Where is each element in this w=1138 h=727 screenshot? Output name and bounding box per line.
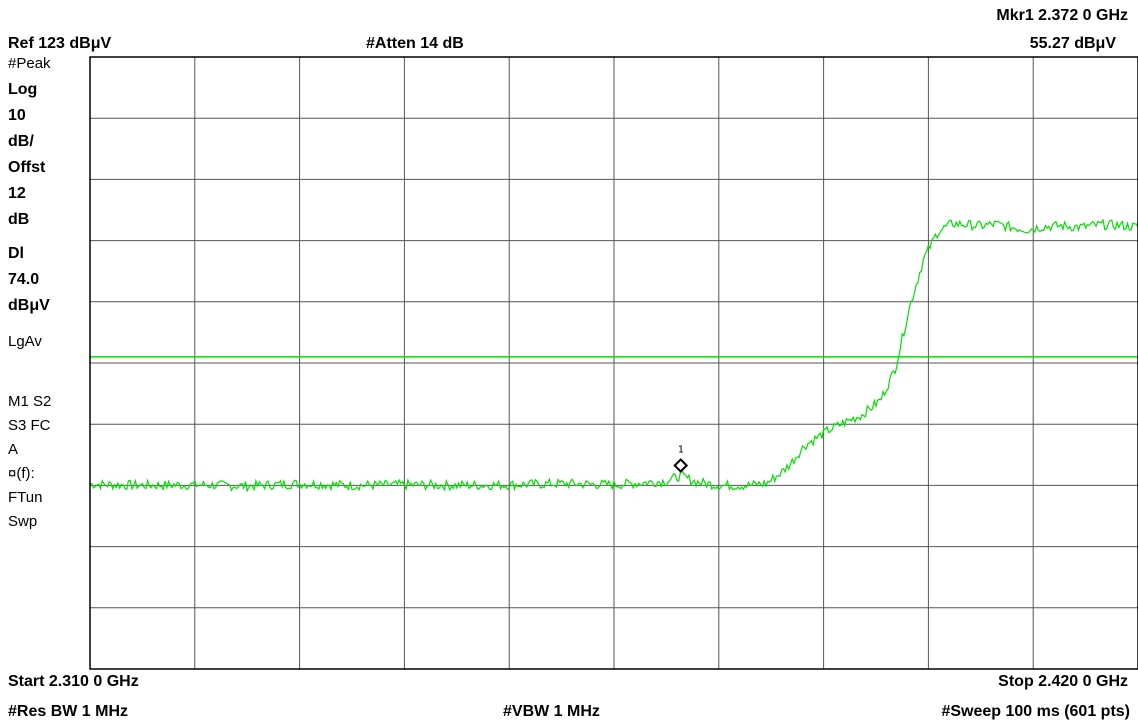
offset-label: Offst bbox=[8, 159, 46, 176]
offset-unit: dB bbox=[8, 211, 30, 228]
display-line-value: 74.0 bbox=[8, 271, 40, 288]
detector-mode: #Peak bbox=[8, 55, 51, 72]
plot-frame bbox=[89, 56, 1138, 670]
marker-1-label: 1 bbox=[678, 445, 684, 456]
marker-readout-frequency: Mkr1 2.372 0 GHz bbox=[996, 7, 1128, 24]
a-label: A bbox=[8, 441, 19, 458]
trace-line bbox=[89, 218, 1138, 493]
ref-level: Ref 123 dBμV bbox=[8, 35, 112, 52]
scale-value: 10 bbox=[8, 107, 26, 124]
m1-s2-label: M1 S2 bbox=[8, 393, 52, 410]
log-scale-label: Log bbox=[8, 81, 38, 98]
sweep-time: #Sweep 100 ms (601 pts) bbox=[941, 703, 1130, 720]
resolution-bandwidth: #Res BW 1 MHz bbox=[8, 703, 129, 720]
offset-value: 12 bbox=[8, 185, 26, 202]
marker-readout-amplitude: 55.27 dBμV bbox=[1029, 35, 1116, 52]
video-bandwidth: #VBW 1 MHz bbox=[503, 703, 600, 720]
marker-1-diamond bbox=[673, 458, 689, 473]
average-mode: LgAv bbox=[8, 333, 42, 350]
start-frequency: Start 2.310 0 GHz bbox=[8, 673, 139, 690]
plot-grid bbox=[90, 57, 1138, 669]
swp-label: Swp bbox=[8, 513, 38, 530]
attenuation: #Atten 14 dB bbox=[366, 35, 464, 52]
stop-frequency: Stop 2.420 0 GHz bbox=[998, 673, 1128, 690]
scale-unit: dB/ bbox=[8, 133, 34, 150]
ftun-label: FTun bbox=[8, 489, 43, 506]
display-line-label: Dl bbox=[8, 245, 24, 262]
display-line-unit: dBμV bbox=[8, 297, 50, 314]
s3-fc-label: S3 FC bbox=[8, 417, 51, 434]
ef-label: ¤(f): bbox=[8, 465, 35, 482]
